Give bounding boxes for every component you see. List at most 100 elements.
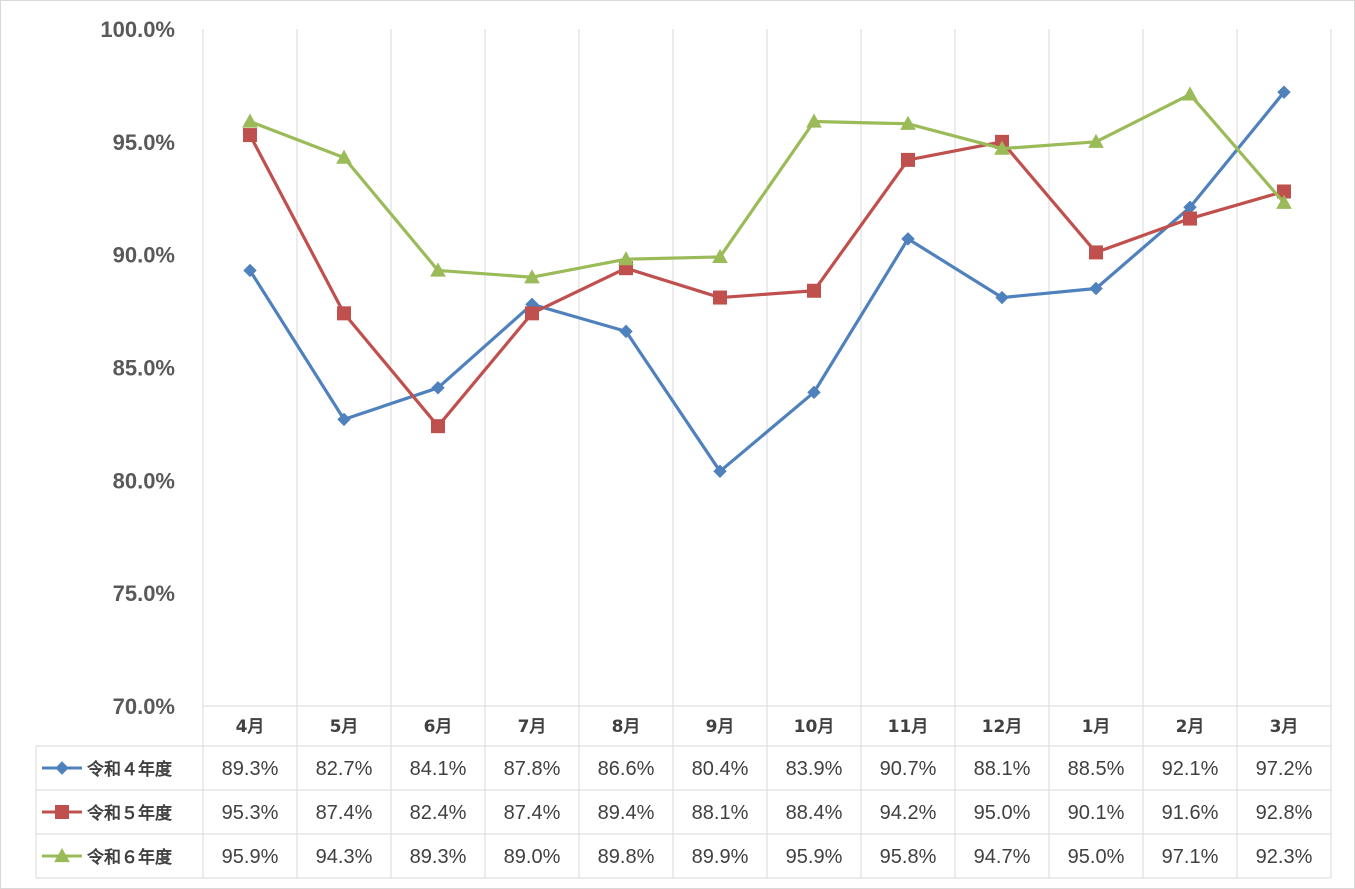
x-category-label: 6月 [424, 717, 453, 737]
table-value-cell: 83.9% [786, 758, 843, 780]
series-1-point [995, 290, 1009, 305]
series-2-point [1183, 211, 1197, 226]
table-value-cell: 95.9% [222, 846, 279, 868]
table-value-cell: 90.7% [880, 758, 937, 780]
series-1 [243, 85, 1291, 479]
data-table: 令和４年度 89.3% 82.7% 84.1% 87.8% 86.6% 80.4% 83.9%… [35, 745, 1332, 879]
table-value-cell: 88.4% [786, 802, 843, 824]
table-value-cell: 89.0% [504, 846, 561, 868]
x-category-label: 12月 [982, 717, 1023, 737]
table-value-cell: 90.1% [1068, 802, 1125, 824]
series-name-label: 令和５年度 [87, 803, 173, 824]
series-1-point [1277, 85, 1291, 99]
legend-key-marker-2 [55, 805, 69, 819]
series-3-point [430, 262, 446, 277]
series-3-point [242, 113, 258, 128]
table-value-cell: 89.8% [598, 846, 655, 868]
table-value-cell: 95.9% [786, 846, 843, 868]
table-value-cell: 87.4% [316, 802, 373, 824]
table-value-cell: 95.8% [880, 846, 937, 868]
table-value-cell: 82.7% [316, 758, 373, 780]
table-value-cell: 95.3% [222, 802, 279, 824]
table-value-cell: 84.1% [410, 758, 467, 780]
series-1-point [619, 324, 633, 339]
series-3-point [524, 269, 540, 284]
series-3-point [900, 115, 916, 130]
series-3-line [248, 92, 1286, 279]
table-value-cell: 89.3% [410, 846, 467, 868]
table-value-cell: 97.1% [1162, 846, 1219, 868]
series-1-point [337, 412, 351, 427]
table-value-cell: 88.5% [1068, 758, 1125, 780]
series-1-point [901, 232, 915, 246]
y-tick-label: 80.0% [113, 468, 175, 493]
table-value-cell: 95.0% [974, 802, 1031, 824]
table-value-cell: 92.8% [1256, 802, 1313, 824]
x-category-label: 4月 [236, 717, 265, 737]
table-value-cell: 89.4% [598, 802, 655, 824]
series-2 [243, 128, 1291, 434]
y-tick-label: 95.0% [113, 130, 175, 155]
table-value-cell: 86.6% [598, 758, 655, 780]
series-2-point [431, 419, 445, 434]
x-category-label: 5月 [330, 717, 359, 737]
y-tick-label: 75.0% [113, 581, 175, 606]
series-2-point [713, 290, 727, 305]
table-value-cell: 92.1% [1162, 758, 1219, 780]
x-axis-category-labels: 4月 5月 6月 7月 8月 9月 10月 11月 12月 1月 2月 3月 [236, 717, 1299, 737]
series-name-label: 令和６年度 [87, 847, 173, 868]
series-3 [242, 86, 1292, 284]
table-value-cell: 92.3% [1256, 846, 1313, 868]
y-tick-label: 85.0% [113, 356, 175, 381]
series-3-point [1182, 86, 1198, 101]
series-3-point [806, 113, 822, 128]
y-tick-label: 70.0% [113, 694, 175, 719]
table-value-cell: 97.2% [1256, 758, 1313, 780]
series-2-point [243, 128, 257, 143]
table-value-cell: 94.2% [880, 802, 937, 824]
series-3-point [618, 251, 634, 266]
series-name-label: 令和４年度 [87, 759, 173, 780]
legend-key-marker-1 [55, 761, 69, 775]
series-2-line [248, 133, 1286, 428]
table-value-cell: 80.4% [692, 758, 749, 780]
series-1-line [248, 90, 1286, 473]
table-value-cell: 88.1% [692, 802, 749, 824]
table-value-cell: 82.4% [410, 802, 467, 824]
x-category-label: 11月 [888, 717, 929, 737]
table-value-cell: 88.1% [974, 758, 1031, 780]
series-3-point [994, 140, 1010, 155]
series-2-point [901, 152, 915, 167]
table-value-cell: 87.8% [504, 758, 561, 780]
table-value-cell: 89.3% [222, 758, 279, 780]
table-value-cell: 89.9% [692, 846, 749, 868]
x-category-label: 2月 [1176, 717, 1205, 737]
y-tick-label: 90.0% [113, 243, 175, 268]
legend-key-marker-3 [54, 847, 70, 863]
x-category-label: 8月 [612, 717, 641, 737]
series-1-point [713, 464, 727, 479]
series-3-point [712, 248, 728, 264]
series-1-point [431, 381, 445, 395]
series-1-point [243, 263, 257, 278]
y-tick-label: 100.0% [100, 17, 175, 42]
series-2-point [1089, 245, 1103, 260]
series-1-point [1089, 281, 1103, 296]
x-category-label: 10月 [794, 717, 835, 737]
x-category-label: 1月 [1082, 717, 1111, 737]
series-2-point [337, 306, 351, 321]
series-2-point [807, 283, 821, 298]
series-3-point [1276, 194, 1292, 209]
series-layer [242, 85, 1292, 479]
table-value-cell: 94.7% [974, 846, 1031, 868]
table-value-cell: 91.6% [1162, 802, 1219, 824]
series-1-point [807, 385, 821, 400]
table-value-cell: 95.0% [1068, 846, 1125, 868]
series-3-point [336, 149, 352, 164]
table-value-cell: 87.4% [504, 802, 561, 824]
y-axis-tick-labels: 70.0% 75.0% 80.0% 85.0% 90.0% 95.0% 100.0% [100, 17, 175, 719]
series-3-point [1088, 133, 1104, 148]
